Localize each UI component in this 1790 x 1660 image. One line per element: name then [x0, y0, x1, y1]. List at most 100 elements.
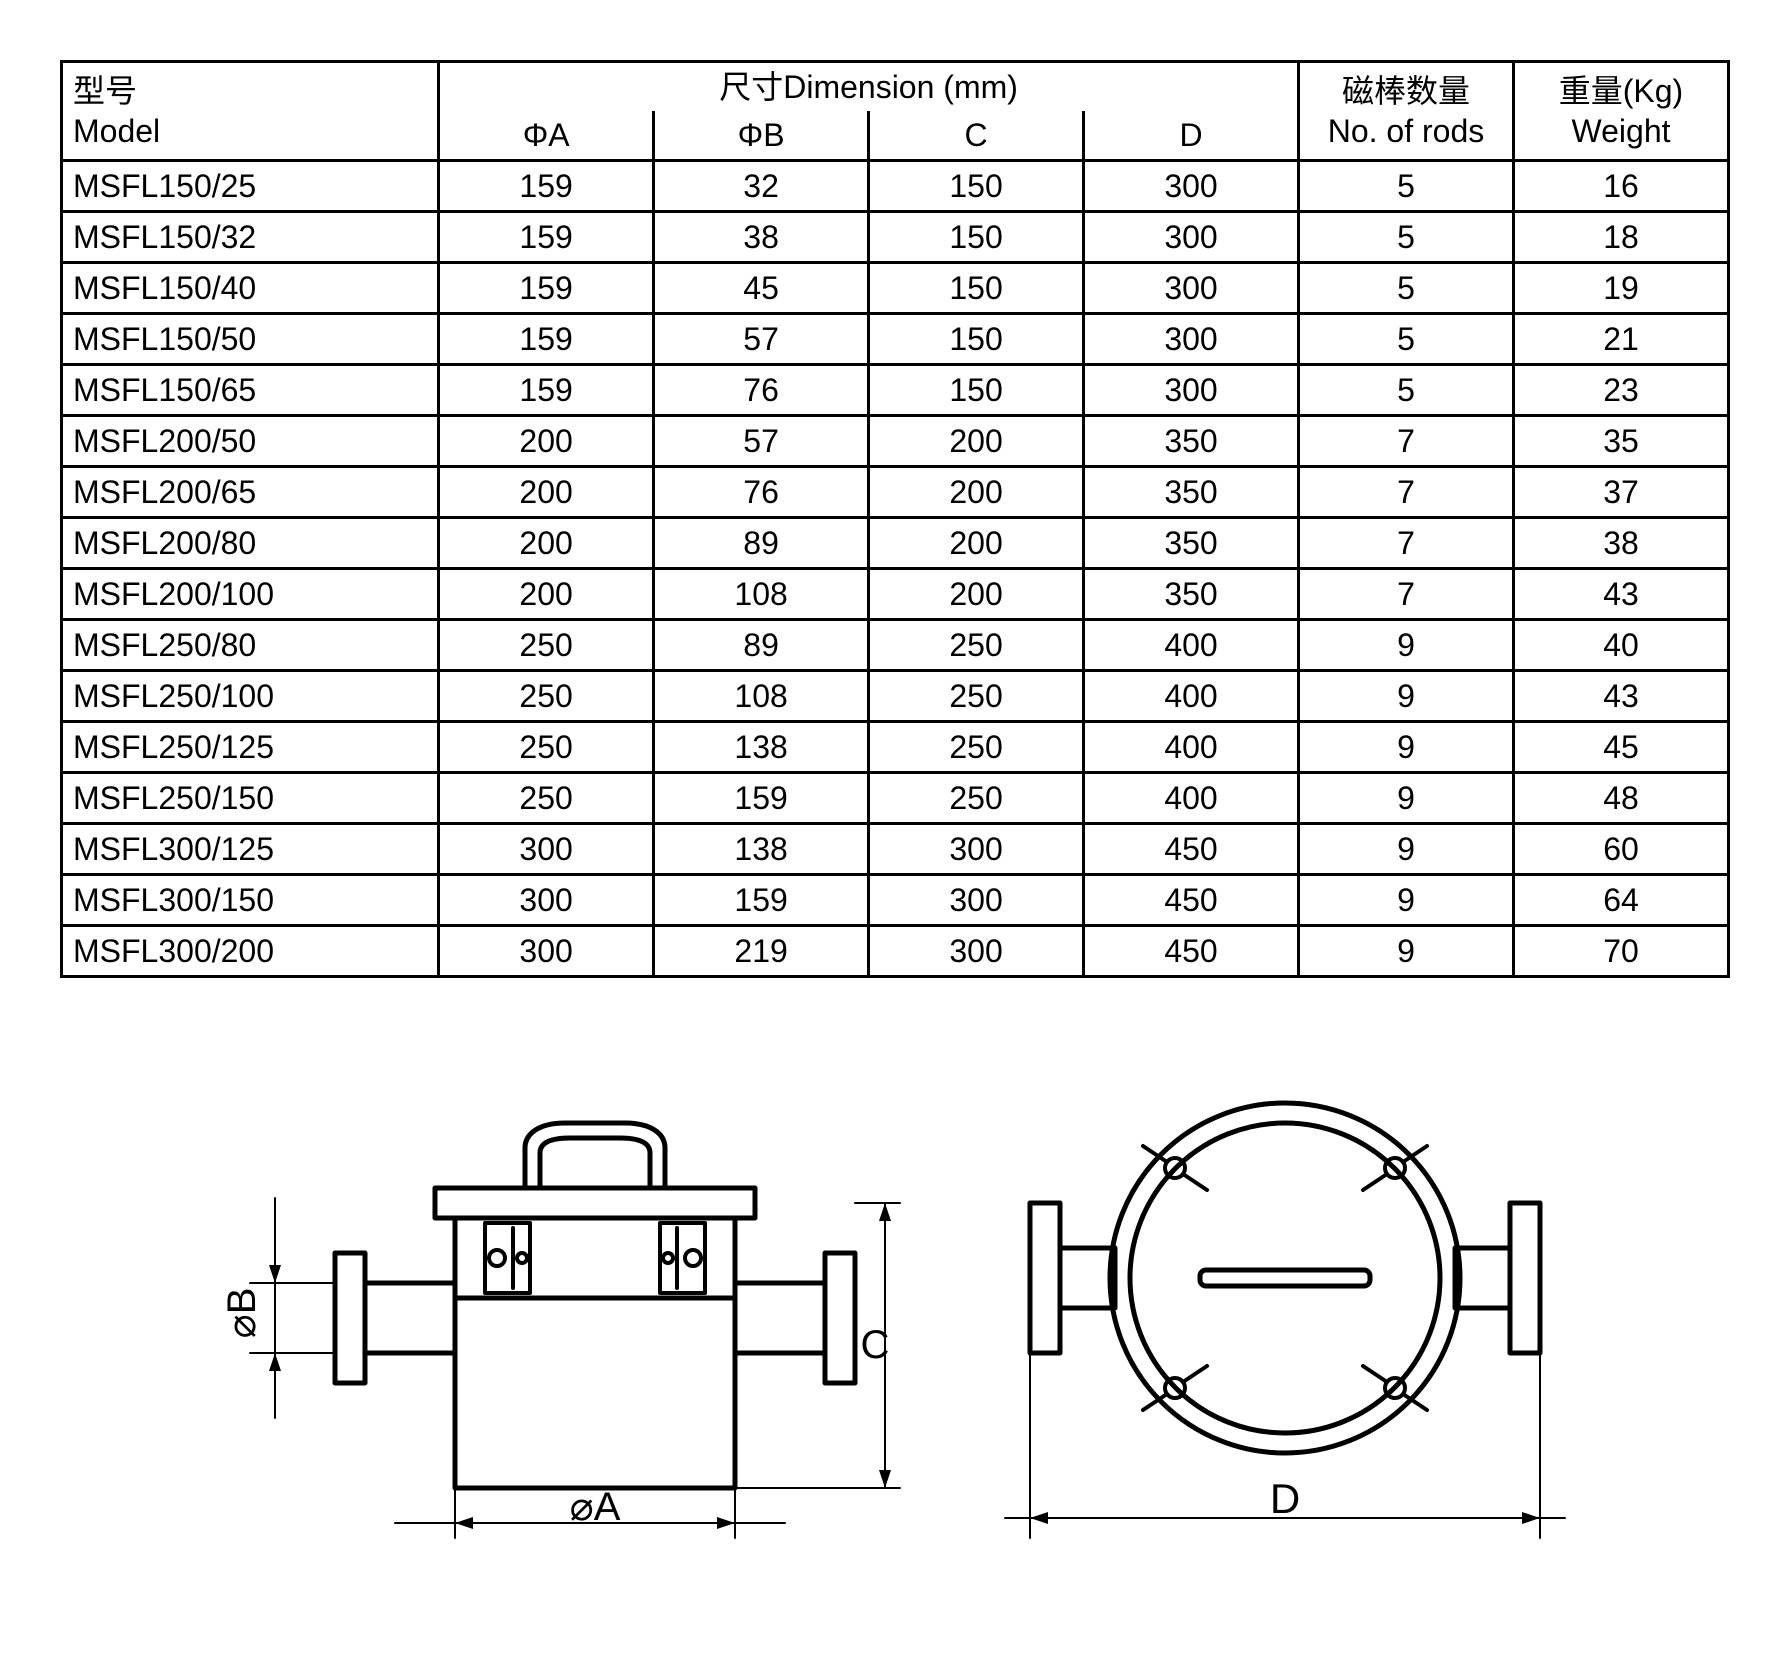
- cell-phi-a: 300: [439, 824, 654, 875]
- cell-c: 300: [869, 824, 1084, 875]
- cell-c: 250: [869, 671, 1084, 722]
- table-row: MSFL200/6520076200350737: [62, 467, 1729, 518]
- cell-phi-b: 159: [654, 875, 869, 926]
- cell-weight: 38: [1513, 518, 1728, 569]
- cell-phi-b: 76: [654, 365, 869, 416]
- cell-d: 300: [1084, 365, 1299, 416]
- cell-weight: 35: [1513, 416, 1728, 467]
- cell-rods: 5: [1299, 263, 1514, 314]
- cell-phi-b: 76: [654, 467, 869, 518]
- cell-phi-a: 159: [439, 212, 654, 263]
- cell-weight: 64: [1513, 875, 1728, 926]
- cell-rods: 9: [1299, 926, 1514, 977]
- cell-phi-b: 219: [654, 926, 869, 977]
- cell-d: 400: [1084, 671, 1299, 722]
- cell-rods: 9: [1299, 671, 1514, 722]
- dimension-label-d: D: [1270, 1475, 1300, 1522]
- cell-c: 150: [869, 161, 1084, 212]
- cell-rods: 9: [1299, 722, 1514, 773]
- table-row: MSFL150/4015945150300519: [62, 263, 1729, 314]
- cell-phi-a: 200: [439, 569, 654, 620]
- cell-phi-a: 200: [439, 416, 654, 467]
- cell-c: 250: [869, 722, 1084, 773]
- dimension-label-c: C: [861, 1323, 890, 1367]
- cell-phi-b: 32: [654, 161, 869, 212]
- cell-rods: 9: [1299, 875, 1514, 926]
- cell-d: 400: [1084, 620, 1299, 671]
- table-row: MSFL300/150300159300450964: [62, 875, 1729, 926]
- diagrams-container: C ⌀B ⌀A: [60, 1048, 1730, 1548]
- cell-model: MSFL150/40: [62, 263, 439, 314]
- cell-model: MSFL200/65: [62, 467, 439, 518]
- cell-d: 450: [1084, 824, 1299, 875]
- cell-weight: 18: [1513, 212, 1728, 263]
- cell-weight: 43: [1513, 569, 1728, 620]
- cell-model: MSFL300/200: [62, 926, 439, 977]
- cell-weight: 23: [1513, 365, 1728, 416]
- cell-d: 450: [1084, 875, 1299, 926]
- cell-weight: 45: [1513, 722, 1728, 773]
- cell-phi-b: 45: [654, 263, 869, 314]
- cell-c: 300: [869, 875, 1084, 926]
- col-header-dimension: 尺寸Dimension (mm): [439, 62, 1299, 112]
- cell-weight: 48: [1513, 773, 1728, 824]
- cell-c: 150: [869, 212, 1084, 263]
- cell-phi-a: 250: [439, 620, 654, 671]
- cell-phi-a: 250: [439, 722, 654, 773]
- table-row: MSFL200/5020057200350735: [62, 416, 1729, 467]
- cell-phi-a: 300: [439, 875, 654, 926]
- table-row: MSFL200/8020089200350738: [62, 518, 1729, 569]
- cell-rods: 7: [1299, 467, 1514, 518]
- col-header-phi-a: ΦA: [439, 111, 654, 161]
- cell-model: MSFL150/32: [62, 212, 439, 263]
- col-header-rods: 磁棒数量 No. of rods: [1299, 62, 1514, 161]
- col-header-model: 型号 Model: [62, 62, 439, 161]
- diagram-side-view: C ⌀B ⌀A: [185, 1048, 905, 1548]
- cell-model: MSFL200/100: [62, 569, 439, 620]
- col-header-phi-b: ΦB: [654, 111, 869, 161]
- cell-rods: 9: [1299, 773, 1514, 824]
- col-header-model-en: Model: [73, 111, 427, 151]
- cell-rods: 9: [1299, 824, 1514, 875]
- cell-phi-b: 138: [654, 722, 869, 773]
- cell-model: MSFL250/80: [62, 620, 439, 671]
- cell-phi-a: 159: [439, 365, 654, 416]
- cell-d: 350: [1084, 518, 1299, 569]
- cell-d: 450: [1084, 926, 1299, 977]
- cell-weight: 21: [1513, 314, 1728, 365]
- cell-model: MSFL250/125: [62, 722, 439, 773]
- cell-model: MSFL200/80: [62, 518, 439, 569]
- table-row: MSFL300/200300219300450970: [62, 926, 1729, 977]
- cell-phi-a: 300: [439, 926, 654, 977]
- cell-phi-b: 89: [654, 518, 869, 569]
- col-header-weight: 重量(Kg) Weight: [1513, 62, 1728, 161]
- cell-c: 200: [869, 416, 1084, 467]
- cell-weight: 37: [1513, 467, 1728, 518]
- cell-phi-b: 38: [654, 212, 869, 263]
- cell-phi-a: 200: [439, 467, 654, 518]
- cell-d: 350: [1084, 467, 1299, 518]
- cell-phi-b: 57: [654, 314, 869, 365]
- cell-rods: 5: [1299, 161, 1514, 212]
- col-header-rods-cn: 磁棒数量: [1310, 71, 1502, 111]
- col-header-weight-en: Weight: [1525, 111, 1717, 151]
- col-header-rods-en: No. of rods: [1310, 111, 1502, 151]
- table-row: MSFL200/100200108200350743: [62, 569, 1729, 620]
- cell-phi-a: 250: [439, 773, 654, 824]
- cell-c: 250: [869, 620, 1084, 671]
- cell-weight: 70: [1513, 926, 1728, 977]
- dimension-label-a: ⌀A: [570, 1485, 621, 1529]
- table-row: MSFL250/150250159250400948: [62, 773, 1729, 824]
- cell-rods: 7: [1299, 569, 1514, 620]
- cell-c: 300: [869, 926, 1084, 977]
- cell-weight: 43: [1513, 671, 1728, 722]
- cell-phi-b: 159: [654, 773, 869, 824]
- cell-d: 400: [1084, 773, 1299, 824]
- cell-phi-b: 108: [654, 671, 869, 722]
- col-header-weight-cn: 重量(Kg): [1525, 71, 1717, 111]
- cell-d: 350: [1084, 416, 1299, 467]
- cell-weight: 16: [1513, 161, 1728, 212]
- cell-d: 300: [1084, 263, 1299, 314]
- col-header-d: D: [1084, 111, 1299, 161]
- cell-rods: 5: [1299, 314, 1514, 365]
